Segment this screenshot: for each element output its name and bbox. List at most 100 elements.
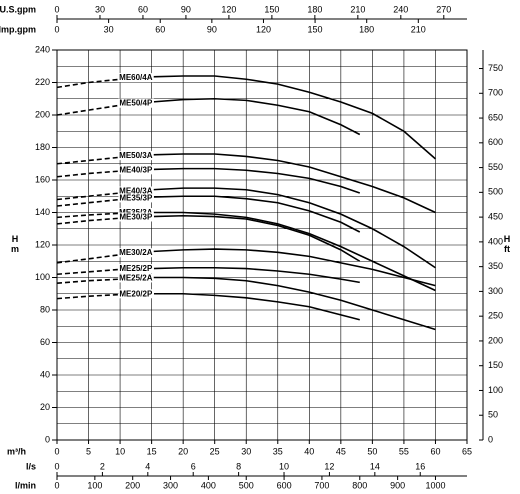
legend-label: ME35/3P	[119, 193, 153, 202]
legend-label: ME30/2A	[119, 248, 153, 257]
label-bg	[118, 193, 154, 203]
y2-tick-label: 300	[488, 286, 503, 296]
y2-tick-label: 250	[488, 311, 503, 321]
y-tick-label: 0	[45, 434, 50, 444]
curve	[119, 187, 436, 269]
y2-tick-label: 500	[488, 187, 503, 197]
y-tick-label: 60	[40, 337, 50, 347]
legend-label: ME40/3A	[119, 186, 153, 195]
tick-label: 180	[307, 4, 322, 14]
x-tick-label: 0	[54, 446, 59, 456]
y2-tick-label: 400	[488, 236, 503, 246]
tick-label: 10	[279, 461, 289, 471]
y-tick-label: 200	[35, 109, 50, 119]
curve	[120, 214, 361, 262]
tick-label: 900	[390, 480, 405, 490]
tick-label: 60	[155, 24, 165, 34]
y2-tick-label: 150	[488, 360, 503, 370]
curve-dashed	[56, 253, 121, 264]
tick-label: 2	[100, 461, 105, 471]
curve-dashed	[56, 278, 121, 284]
x-tick-label: 50	[367, 446, 377, 456]
label-bg	[118, 248, 154, 258]
curve	[120, 276, 436, 331]
label-bg	[118, 212, 154, 222]
tick-label: 100	[87, 480, 102, 490]
legend-label: ME50/3A	[119, 151, 153, 160]
curve-dashed	[56, 217, 121, 225]
y-tick-label: 220	[35, 77, 50, 87]
curve-dashed	[56, 268, 121, 276]
x-tick-label: 45	[336, 446, 346, 456]
curve-dashed	[56, 293, 121, 300]
label-bg	[118, 264, 154, 274]
curve-dashed	[56, 212, 121, 219]
legend-label: ME40/3P	[119, 165, 153, 174]
y-tick-label: 120	[35, 239, 50, 249]
tick-label: 210	[411, 24, 426, 34]
label-bg	[118, 289, 154, 299]
tick-label: 300	[163, 480, 178, 490]
y2-tick-label: 450	[488, 211, 503, 221]
legend-label: ME50/4P	[119, 99, 153, 108]
tick-label: 30	[104, 24, 114, 34]
axis-unit-label: l/min	[15, 480, 36, 490]
y-tick-label: 80	[40, 304, 50, 314]
label-bg	[118, 98, 154, 108]
x-tick-label: 15	[147, 446, 157, 456]
y2-tick-label: 650	[488, 112, 503, 122]
tick-label: 500	[239, 480, 254, 490]
legend-label: ME25/2P	[119, 264, 153, 273]
y2-tick-label: 350	[488, 261, 503, 271]
y2-tick-label: 550	[488, 162, 503, 172]
label-bg	[118, 73, 154, 83]
tick-label: 8	[236, 461, 241, 471]
legend-label: ME25/2A	[119, 273, 153, 282]
curve	[120, 153, 436, 214]
tick-label: 12	[324, 461, 334, 471]
tick-label: 200	[125, 480, 140, 490]
tick-label: 150	[264, 4, 279, 14]
tick-label: 14	[370, 461, 380, 471]
y2-tick-label: 750	[488, 63, 503, 73]
curve	[120, 292, 360, 321]
legend-label: ME60/4A	[119, 73, 153, 82]
tick-label: 0	[54, 24, 59, 34]
y-tick-label: 20	[40, 402, 50, 412]
x-tick-label: 65	[462, 446, 472, 456]
x-axis-label: m³/h	[7, 446, 26, 456]
tick-label: 60	[138, 4, 148, 14]
legend-label: ME30/3P	[119, 212, 153, 221]
y-tick-label: 140	[35, 207, 50, 217]
curve-dashed	[56, 170, 121, 178]
y-tick-label: 100	[35, 272, 50, 282]
axis-unit-label: Imp.gpm	[0, 24, 36, 34]
y2-tick-label: 100	[488, 385, 503, 395]
curve	[120, 167, 361, 194]
tick-label: 120	[256, 24, 271, 34]
tick-label: 0	[54, 4, 59, 14]
x-tick-label: 30	[241, 446, 251, 456]
y-tick-label: 180	[35, 142, 50, 152]
curve	[120, 266, 360, 284]
y-tick-label: 160	[35, 174, 50, 184]
curve	[120, 211, 436, 292]
x-tick-label: 5	[86, 446, 91, 456]
tick-label: 800	[352, 480, 367, 490]
y-tick-label: 40	[40, 369, 50, 379]
tick-label: 400	[201, 480, 216, 490]
curve-dashed	[56, 78, 121, 89]
y2-tick-label: 0	[488, 434, 493, 444]
x-tick-label: 55	[399, 446, 409, 456]
axis-unit-label: U.S.gpm	[0, 4, 36, 14]
curve	[120, 75, 436, 160]
tick-label: 150	[308, 24, 323, 34]
curve-dashed	[56, 192, 121, 201]
tick-label: 1000	[425, 480, 445, 490]
y2-tick-label: 200	[488, 335, 503, 345]
legend-label: ME20/2P	[119, 289, 153, 298]
curve-dashed	[56, 104, 121, 116]
tick-label: 4	[145, 461, 150, 471]
